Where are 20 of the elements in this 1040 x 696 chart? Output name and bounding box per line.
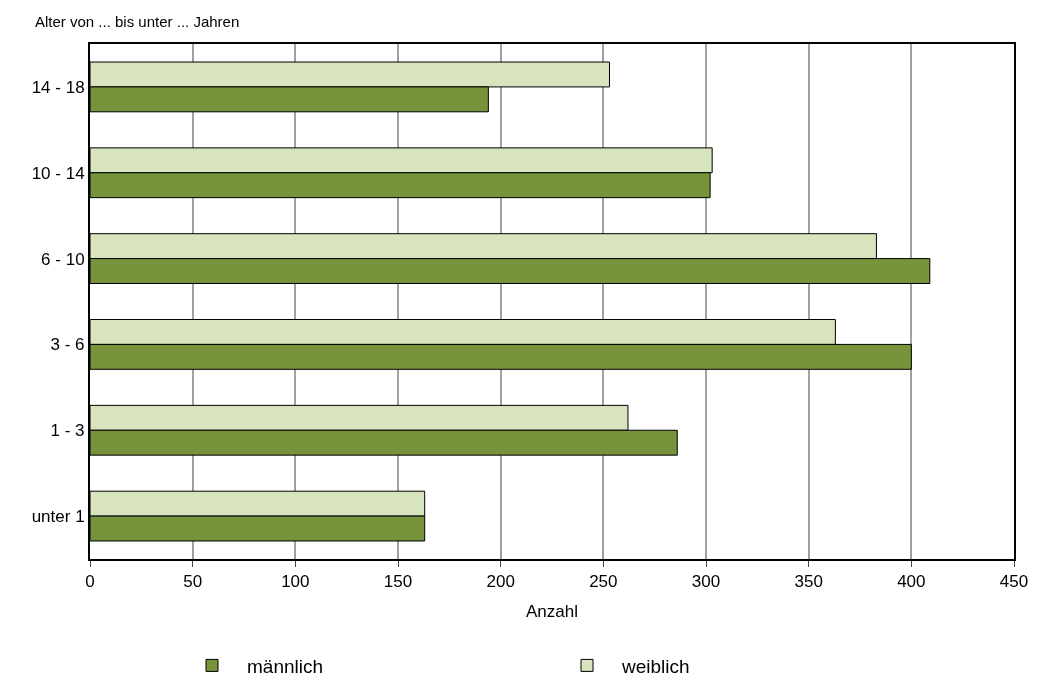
x-axis-title: Anzahl	[526, 602, 578, 622]
legend-label: weiblich	[621, 655, 690, 677]
y-tick-label: unter 1	[31, 507, 85, 527]
x-tick-label: 150	[383, 572, 413, 592]
y-tick-label: 3 - 6	[50, 335, 85, 355]
x-tick-label: 0	[85, 572, 95, 592]
legend-label: männlich	[247, 655, 324, 677]
y-tick-label: 1 - 3	[50, 421, 85, 441]
x-tick-label: 400	[897, 572, 926, 592]
y-tick-label: 10 - 14	[31, 163, 85, 183]
y-tick-label: 6 - 10	[41, 249, 85, 269]
x-tick-label: 300	[691, 572, 721, 592]
x-tick-label: 450	[999, 572, 1029, 592]
y-tick-label: 14 - 18	[31, 77, 85, 97]
x-tick-label: 50	[183, 572, 203, 592]
x-tick-label: 200	[486, 572, 515, 592]
x-tick-label: 250	[589, 572, 618, 592]
x-tick-label: 100	[281, 572, 310, 592]
x-tick-label: 350	[794, 572, 823, 592]
y-axis-title: Alter von ... bis unter ... Jahren	[35, 13, 240, 30]
